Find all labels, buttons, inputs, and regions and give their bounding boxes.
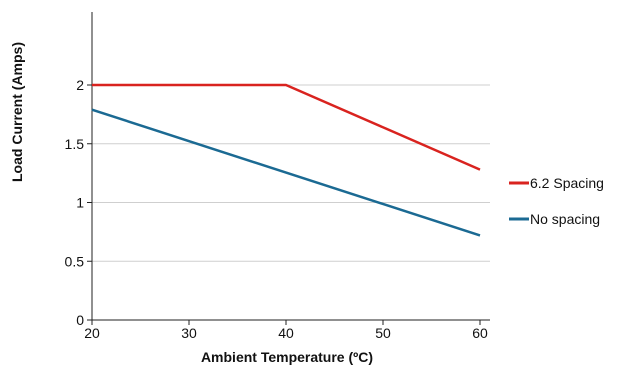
axes	[91, 12, 490, 321]
y-tick-label: 0	[76, 312, 84, 328]
y-tick-label: 0.5	[65, 253, 85, 269]
y-tick-label: 2	[76, 77, 84, 93]
x-ticks: 20 30 40 50 60	[84, 320, 488, 341]
y-tick-label: 1.5	[65, 136, 85, 152]
series-line-1	[92, 83, 481, 171]
x-tick-label: 50	[375, 325, 391, 341]
x-axis-title: Ambient Temperature (ºC)	[201, 349, 373, 365]
series-line-2	[91, 108, 481, 237]
legend-label: 6.2 Spacing	[530, 175, 604, 191]
y-ticks: 0 0.5 1 1.5 2	[65, 77, 92, 328]
legend-label: No spacing	[530, 211, 600, 227]
x-tick-label: 20	[84, 325, 100, 341]
legend: 6.2 Spacing No spacing	[509, 175, 604, 227]
series	[91, 83, 481, 237]
x-tick-label: 40	[278, 325, 294, 341]
x-tick-label: 30	[181, 325, 197, 341]
y-tick-label: 1	[76, 195, 84, 211]
x-tick-label: 60	[472, 325, 488, 341]
y-axis-title: Load Current (Amps)	[9, 42, 25, 182]
